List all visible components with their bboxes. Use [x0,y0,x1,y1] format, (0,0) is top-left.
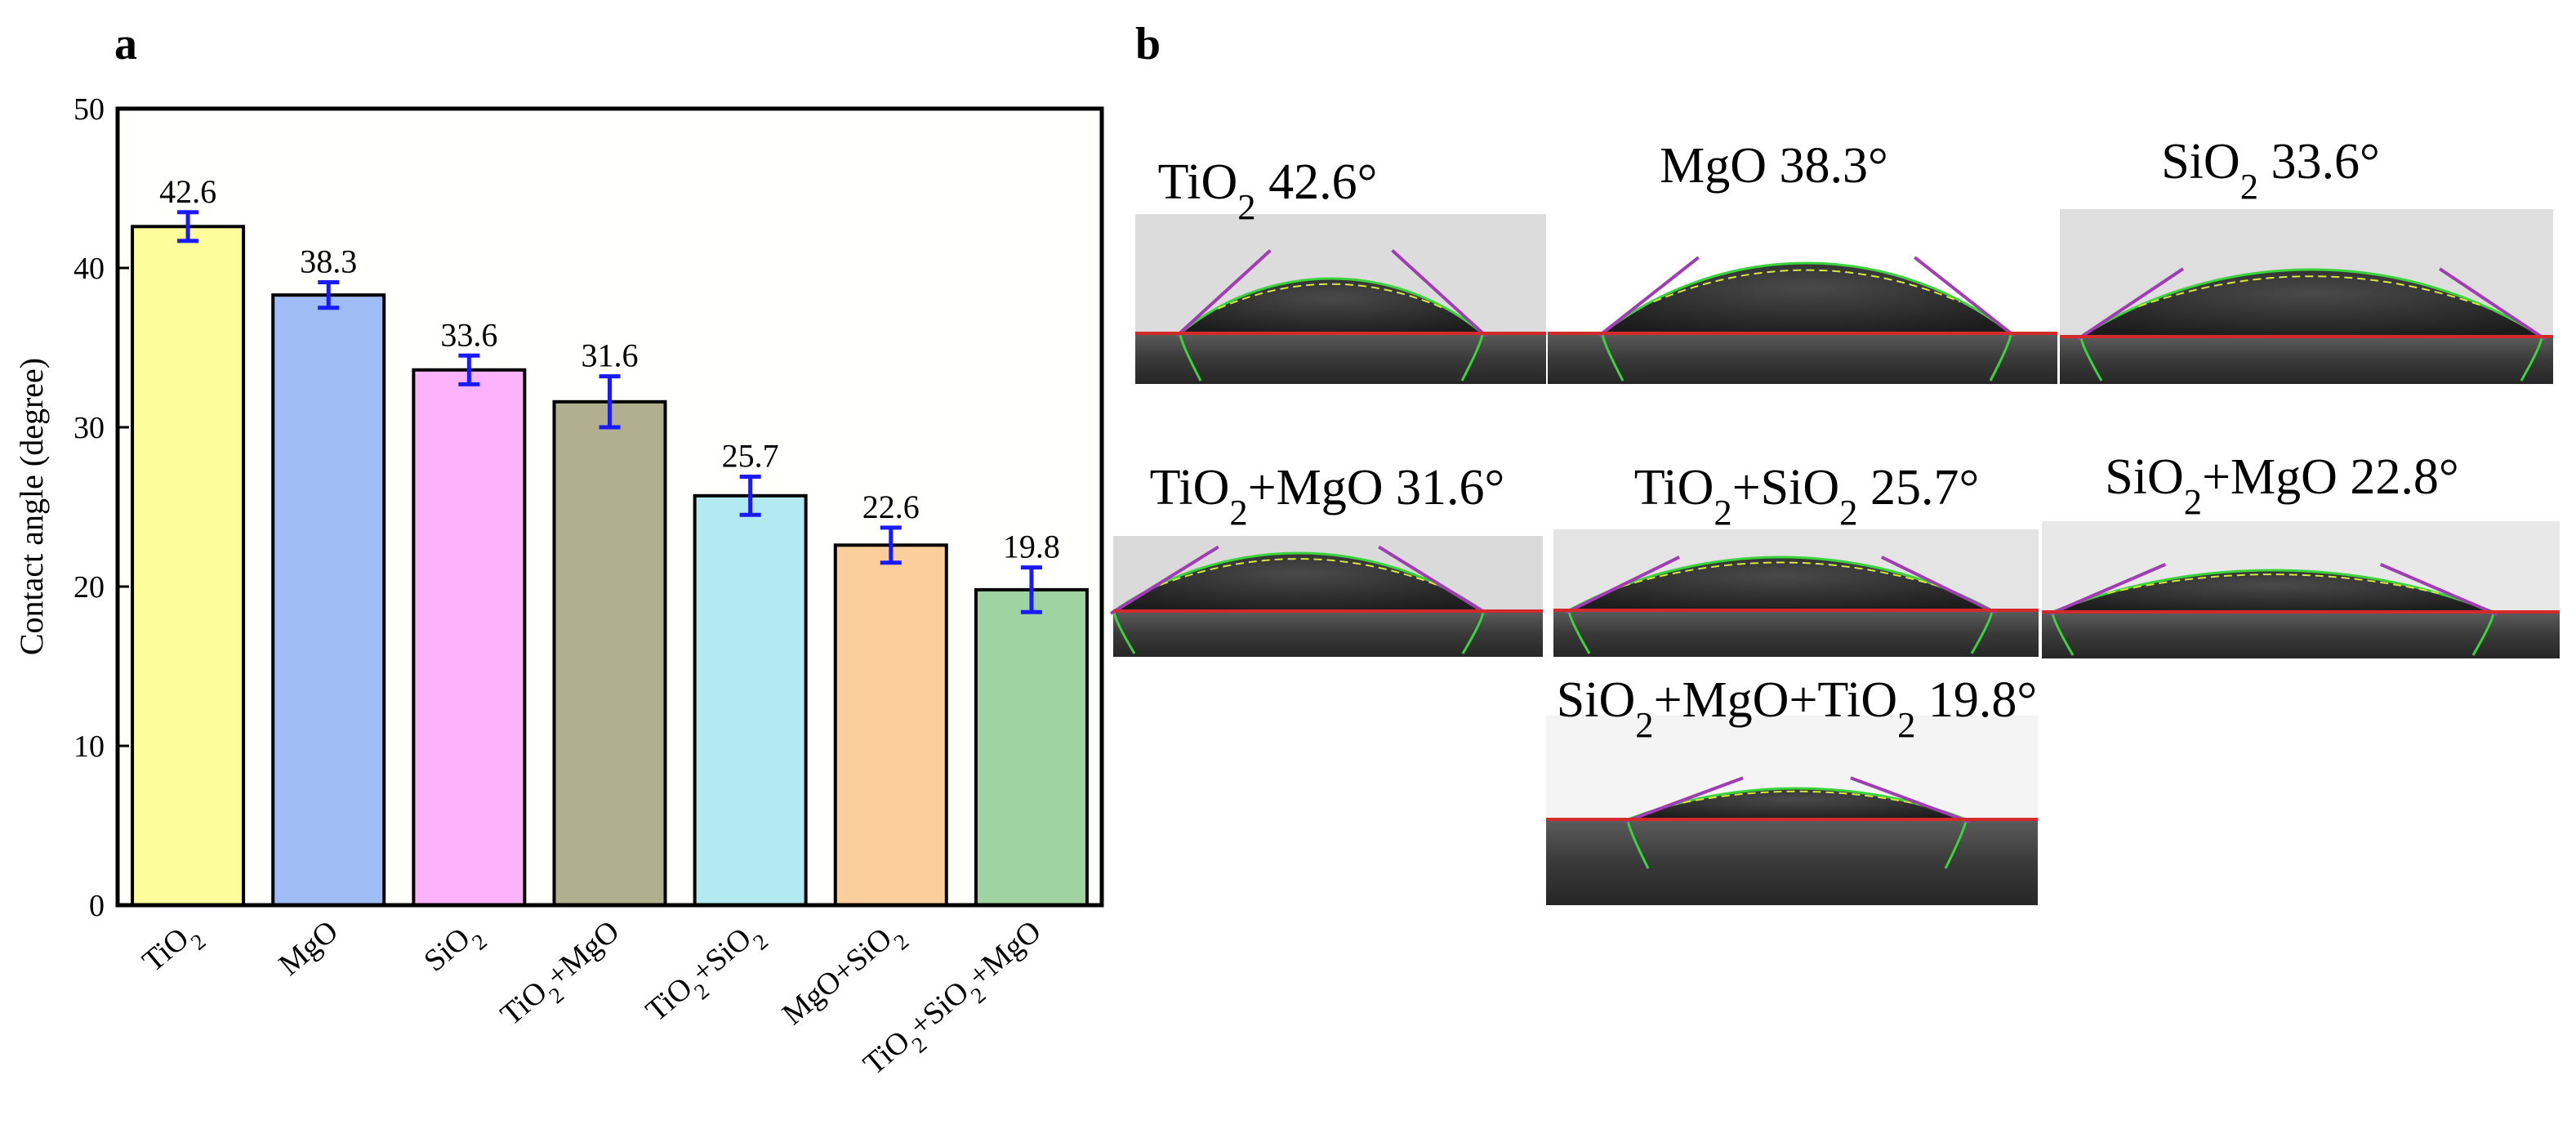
bar [412,368,527,907]
value-label: 19.8 [1003,529,1060,565]
droplet-label: TiO2 42.6° [1158,154,1378,227]
tangent-line-right [1880,556,1996,614]
plot-frame [115,106,1104,908]
droplet-label: MgO 38.3° [1660,138,1888,194]
apex-highlight [1621,561,1940,587]
y-tick-label: 0 [89,889,105,923]
value-label: 25.7 [722,437,779,474]
y-tick-label: 10 [74,730,105,764]
droplet-label: SiO2+MgO+TiO2 19.8° [1557,672,2037,745]
y-tick-label: 20 [74,570,105,605]
y-tick-label: 30 [74,411,105,445]
value-label: 42.6 [159,173,216,210]
droplet-panel: SiO2+MgO+TiO2 19.8° [1546,672,2038,905]
tangent-line-right [2438,267,2547,341]
droplet-panel: SiO2 33.6° [2060,134,2553,384]
substrate [1546,819,2038,905]
bar [693,493,808,907]
tangent-line-left [1624,776,1744,823]
tangent-line-left [2048,563,2167,616]
bar [271,293,386,907]
value-label: 22.6 [862,489,920,525]
apex-highlight [1669,790,1924,806]
droplet-images: TiO2 42.6° MgO 38.3° SiO2 33.6° TiO2+MgO 31… [1109,134,2560,905]
value-label: 31.6 [582,337,639,374]
substrate [2042,612,2560,658]
y-axis-label: Contact angle (degree) [13,358,50,655]
tangent-line-left [1109,545,1219,615]
y-ticks: 0 10 20 30 40 50 [74,92,129,923]
value-label: 38.3 [300,243,357,280]
tangent-line-left [1565,556,1681,614]
tangent-line-right [1850,776,1970,823]
apex-highlight [2138,275,2485,308]
droplet-label: TiO2+SiO2 25.7° [1634,460,1980,533]
tangent-line-left [2076,267,2185,341]
droplet-profile-fit [2080,268,2543,338]
droplet-panel: TiO2 42.6° [1135,154,1546,384]
bar-chart: 0 10 20 30 40 50 42.6 38.3 33.6 31.6 25.7 22.6 19.8… [13,92,1104,1082]
droplet-profile-fit [1602,261,2012,335]
profile-lower-right [1460,332,1484,382]
droplet-label: SiO2 33.6° [2161,134,2380,207]
apex-highlight [2107,573,2439,595]
bar [974,587,1089,908]
bar [552,399,667,907]
droplet-panel: MgO 38.3° [1548,138,2057,384]
substrate [2060,337,2553,384]
droplet-label: SiO2+MgO 22.8° [2105,449,2458,522]
profile-lower-left [1179,332,1202,382]
tangent-line-right [1378,545,1488,615]
value-label: 33.6 [440,316,497,353]
bar [833,543,948,907]
panel-a-label: a [114,19,137,69]
substrate [1135,333,1546,384]
substrate [1113,611,1543,657]
apex-highlight [1653,269,1960,303]
error-bars [177,210,1042,614]
droplet [1602,262,2011,333]
category-label: TiO2+SiO2 [640,914,773,1036]
category-label: TiO2 [136,914,210,987]
bar [131,225,246,907]
category-label: MgO+SiO2 [776,914,913,1040]
tangent-line-left [1598,256,1700,337]
tangent-line-left [1175,248,1272,337]
y-tick-label: 40 [74,252,105,286]
category-label: MgO [273,914,345,983]
droplet-panel: TiO2+SiO2 25.7° [1553,460,2039,657]
tangent-line-right [2379,563,2498,616]
category-label: TiO2+MgO [494,914,632,1040]
tangent-line-right [1391,248,1487,337]
droplet-label: TiO2+MgO 31.6° [1150,460,1505,533]
value-labels: 42.6 38.3 33.6 31.6 25.7 22.6 19.8 [159,173,1060,565]
apex-highlight [1217,283,1446,310]
substrate [1548,333,2057,384]
droplet-panel: SiO2+MgO 22.8° [2042,449,2560,658]
droplet-profile-fit [1179,277,1483,335]
tangent-line-right [1914,256,2016,337]
panel-b-label: b [1135,19,1161,69]
category-label: SiO2 [417,914,492,986]
y-tick-label: 50 [74,92,105,127]
bars [131,225,1089,908]
substrate [1553,610,2039,657]
droplet-panel: TiO2+MgO 31.6° [1109,460,1543,657]
